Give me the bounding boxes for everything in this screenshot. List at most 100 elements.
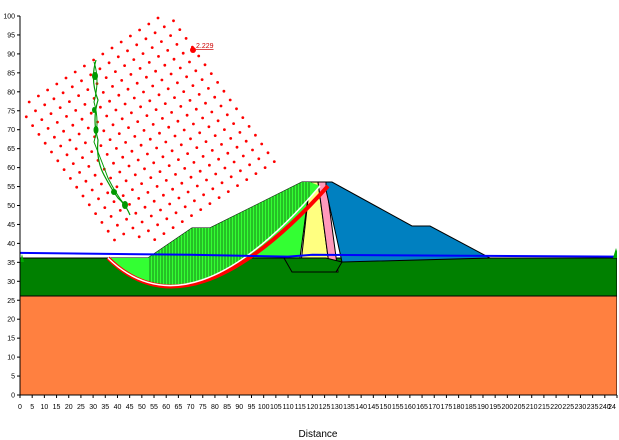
radius-trace-markers	[92, 72, 128, 209]
grid-point	[228, 98, 232, 102]
grid-point	[150, 46, 154, 49]
grid-point	[105, 153, 109, 156]
grid-point	[136, 158, 140, 162]
grid-point	[247, 125, 251, 128]
grid-point	[117, 132, 121, 136]
grid-point	[220, 181, 224, 185]
grid-point	[166, 87, 170, 91]
grid-point	[146, 152, 149, 156]
grid-point	[101, 52, 105, 56]
x-tick-label: 200	[502, 404, 514, 411]
x-tick-label: 140	[355, 404, 367, 411]
y-tick-label: 20	[7, 317, 15, 324]
grid-point	[149, 176, 153, 180]
grid-point	[195, 146, 199, 150]
grid-point	[153, 31, 157, 35]
grid-point	[182, 128, 186, 132]
y-tick-label: 55	[7, 184, 15, 191]
grid-point	[81, 194, 85, 198]
slip-centre-grid	[24, 16, 276, 242]
grid-point	[173, 134, 177, 138]
x-tick-label: 235	[587, 404, 599, 411]
grid-point	[117, 93, 121, 97]
x-tick-label: 5	[30, 404, 34, 411]
grid-point	[198, 131, 202, 135]
grid-point	[213, 134, 217, 138]
right-boundary-marker	[613, 248, 617, 258]
grid-point	[77, 94, 80, 97]
grid-point	[143, 167, 146, 171]
x-tick-label: 160	[404, 404, 416, 411]
foundation-layer	[20, 295, 617, 395]
grid-point	[139, 143, 143, 147]
filter-zone	[317, 181, 339, 273]
x-tick-label: 60	[162, 404, 170, 411]
grid-point	[147, 229, 150, 233]
grid-point	[244, 139, 248, 143]
grid-point	[166, 49, 170, 52]
y-tick-label: 90	[7, 51, 15, 58]
x-tick-label: 24	[608, 404, 616, 411]
x-tick-label: 135	[343, 404, 355, 411]
grid-point	[124, 179, 128, 183]
grid-point	[106, 191, 110, 195]
y-tick-label: 5	[11, 374, 15, 381]
grid-point	[37, 94, 40, 98]
grid-point	[220, 143, 223, 146]
grid-point	[62, 168, 66, 172]
grid-point	[203, 63, 207, 67]
grid-point	[148, 137, 152, 141]
grid-point	[120, 79, 124, 82]
grid-point	[223, 128, 226, 132]
grid-point	[175, 43, 179, 46]
grid-point	[152, 199, 156, 203]
x-tick-label: 75	[199, 404, 207, 411]
grid-point	[135, 43, 139, 47]
grid-point	[70, 85, 74, 89]
grid-point	[171, 187, 175, 191]
grid-point	[100, 182, 103, 186]
x-axis: 0 5 10 15 20 25 30 35 40 45 50 55 60 65 70 75 80 85 90 95 10…	[18, 394, 618, 411]
grid-point	[136, 120, 140, 123]
grid-point	[185, 113, 189, 117]
grid-point	[154, 108, 158, 111]
grid-point	[172, 57, 176, 61]
grid-point	[189, 175, 193, 179]
grid-point	[123, 102, 127, 106]
grid-point	[155, 185, 159, 188]
grid-point	[90, 150, 94, 154]
grid-point	[144, 37, 148, 41]
grid-point	[156, 16, 160, 20]
grid-point	[208, 202, 212, 206]
grid-point	[50, 150, 53, 154]
grid-point	[272, 160, 276, 164]
grid-point	[49, 112, 53, 115]
x-tick-label: 85	[223, 404, 231, 411]
grid-point	[59, 144, 63, 148]
grid-point	[24, 115, 28, 119]
grid-point	[129, 34, 132, 38]
grid-point	[236, 184, 239, 188]
x-tick-label: 125	[319, 404, 331, 411]
grid-point	[34, 109, 37, 113]
plot-area: 2.229	[20, 16, 617, 395]
grid-point	[133, 135, 137, 138]
grid-point	[195, 184, 199, 188]
grid-point	[148, 99, 152, 103]
grid-point	[74, 147, 78, 151]
grid-point	[121, 155, 125, 159]
x-tick-label: 15	[53, 404, 61, 411]
y-tick-label: 60	[7, 165, 15, 172]
grid-point	[125, 217, 128, 221]
radius-trace-2	[93, 61, 125, 205]
grid-point	[80, 79, 83, 83]
grid-point	[157, 93, 161, 97]
grid-point	[164, 179, 168, 182]
grid-point	[86, 126, 90, 130]
grid-point	[167, 125, 171, 129]
grid-point	[266, 151, 270, 155]
grid-point	[239, 169, 242, 173]
grid-point	[251, 148, 254, 152]
x-tick-label: 190	[477, 404, 489, 411]
grid-point	[162, 232, 166, 236]
